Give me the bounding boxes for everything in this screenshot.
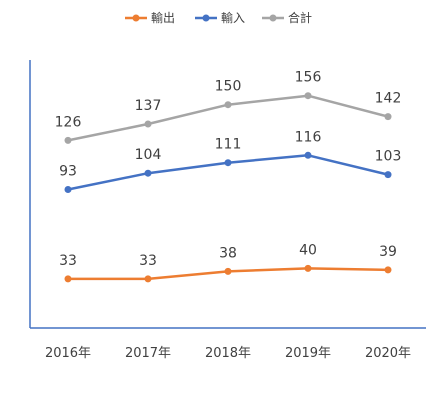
data-label: 142 [375, 91, 402, 107]
data-label: 156 [295, 70, 322, 86]
data-point [304, 92, 312, 100]
data-label: 33 [139, 253, 157, 269]
series-2: 126 137 150 156 142 [55, 70, 402, 144]
data-label: 150 [215, 79, 242, 95]
data-point [384, 266, 392, 274]
data-label: 104 [135, 147, 162, 163]
legend-swatch-marker [202, 14, 210, 22]
legend-item: 輸出 [125, 10, 175, 25]
x-tick-label: 2019年 [285, 346, 331, 361]
series-0: 33 33 38 40 39 [59, 242, 397, 283]
data-label: 33 [59, 253, 77, 269]
data-label: 137 [135, 98, 162, 114]
x-tick-label: 2017年 [125, 346, 171, 361]
x-tick-label: 2016年 [45, 346, 91, 361]
data-point [384, 113, 392, 121]
data-label: 126 [55, 114, 82, 130]
data-point [304, 151, 312, 159]
data-point [144, 275, 152, 283]
chart-legend: 輸出 輸入 合計 [125, 10, 312, 25]
data-point [304, 264, 312, 272]
data-point [224, 159, 232, 167]
data-point [64, 186, 72, 193]
series-1: 93 104 111 116 103 [59, 129, 401, 193]
data-label: 39 [379, 244, 397, 260]
data-label: 116 [295, 129, 322, 145]
legend-item: 輸入 [195, 10, 245, 25]
data-point [224, 267, 232, 275]
legend-swatch-marker [132, 14, 140, 22]
data-point [64, 275, 72, 283]
data-point [144, 169, 152, 177]
data-label: 38 [219, 245, 237, 261]
legend-label: 輸入 [221, 10, 245, 25]
data-point [144, 120, 152, 128]
legend-swatch-marker [269, 14, 277, 22]
legend-label: 輸出 [151, 10, 175, 25]
data-point [224, 101, 232, 109]
data-label: 103 [375, 149, 402, 165]
data-label: 40 [299, 242, 317, 258]
x-tick-label: 2018年 [205, 346, 251, 361]
data-label: 93 [59, 164, 77, 180]
series-layer: 33 33 38 40 39 93 104 111 116 103 126 137 150 156 142 [55, 70, 402, 283]
legend-item: 合計 [262, 10, 312, 25]
data-point [64, 136, 72, 144]
data-label: 111 [215, 137, 242, 153]
x-tick-label: 2020年 [365, 346, 411, 361]
x-tick-labels: 2016年 2017年 2018年 2019年 2020年 [45, 346, 411, 361]
legend-label: 合計 [288, 10, 312, 25]
data-point [384, 171, 392, 179]
